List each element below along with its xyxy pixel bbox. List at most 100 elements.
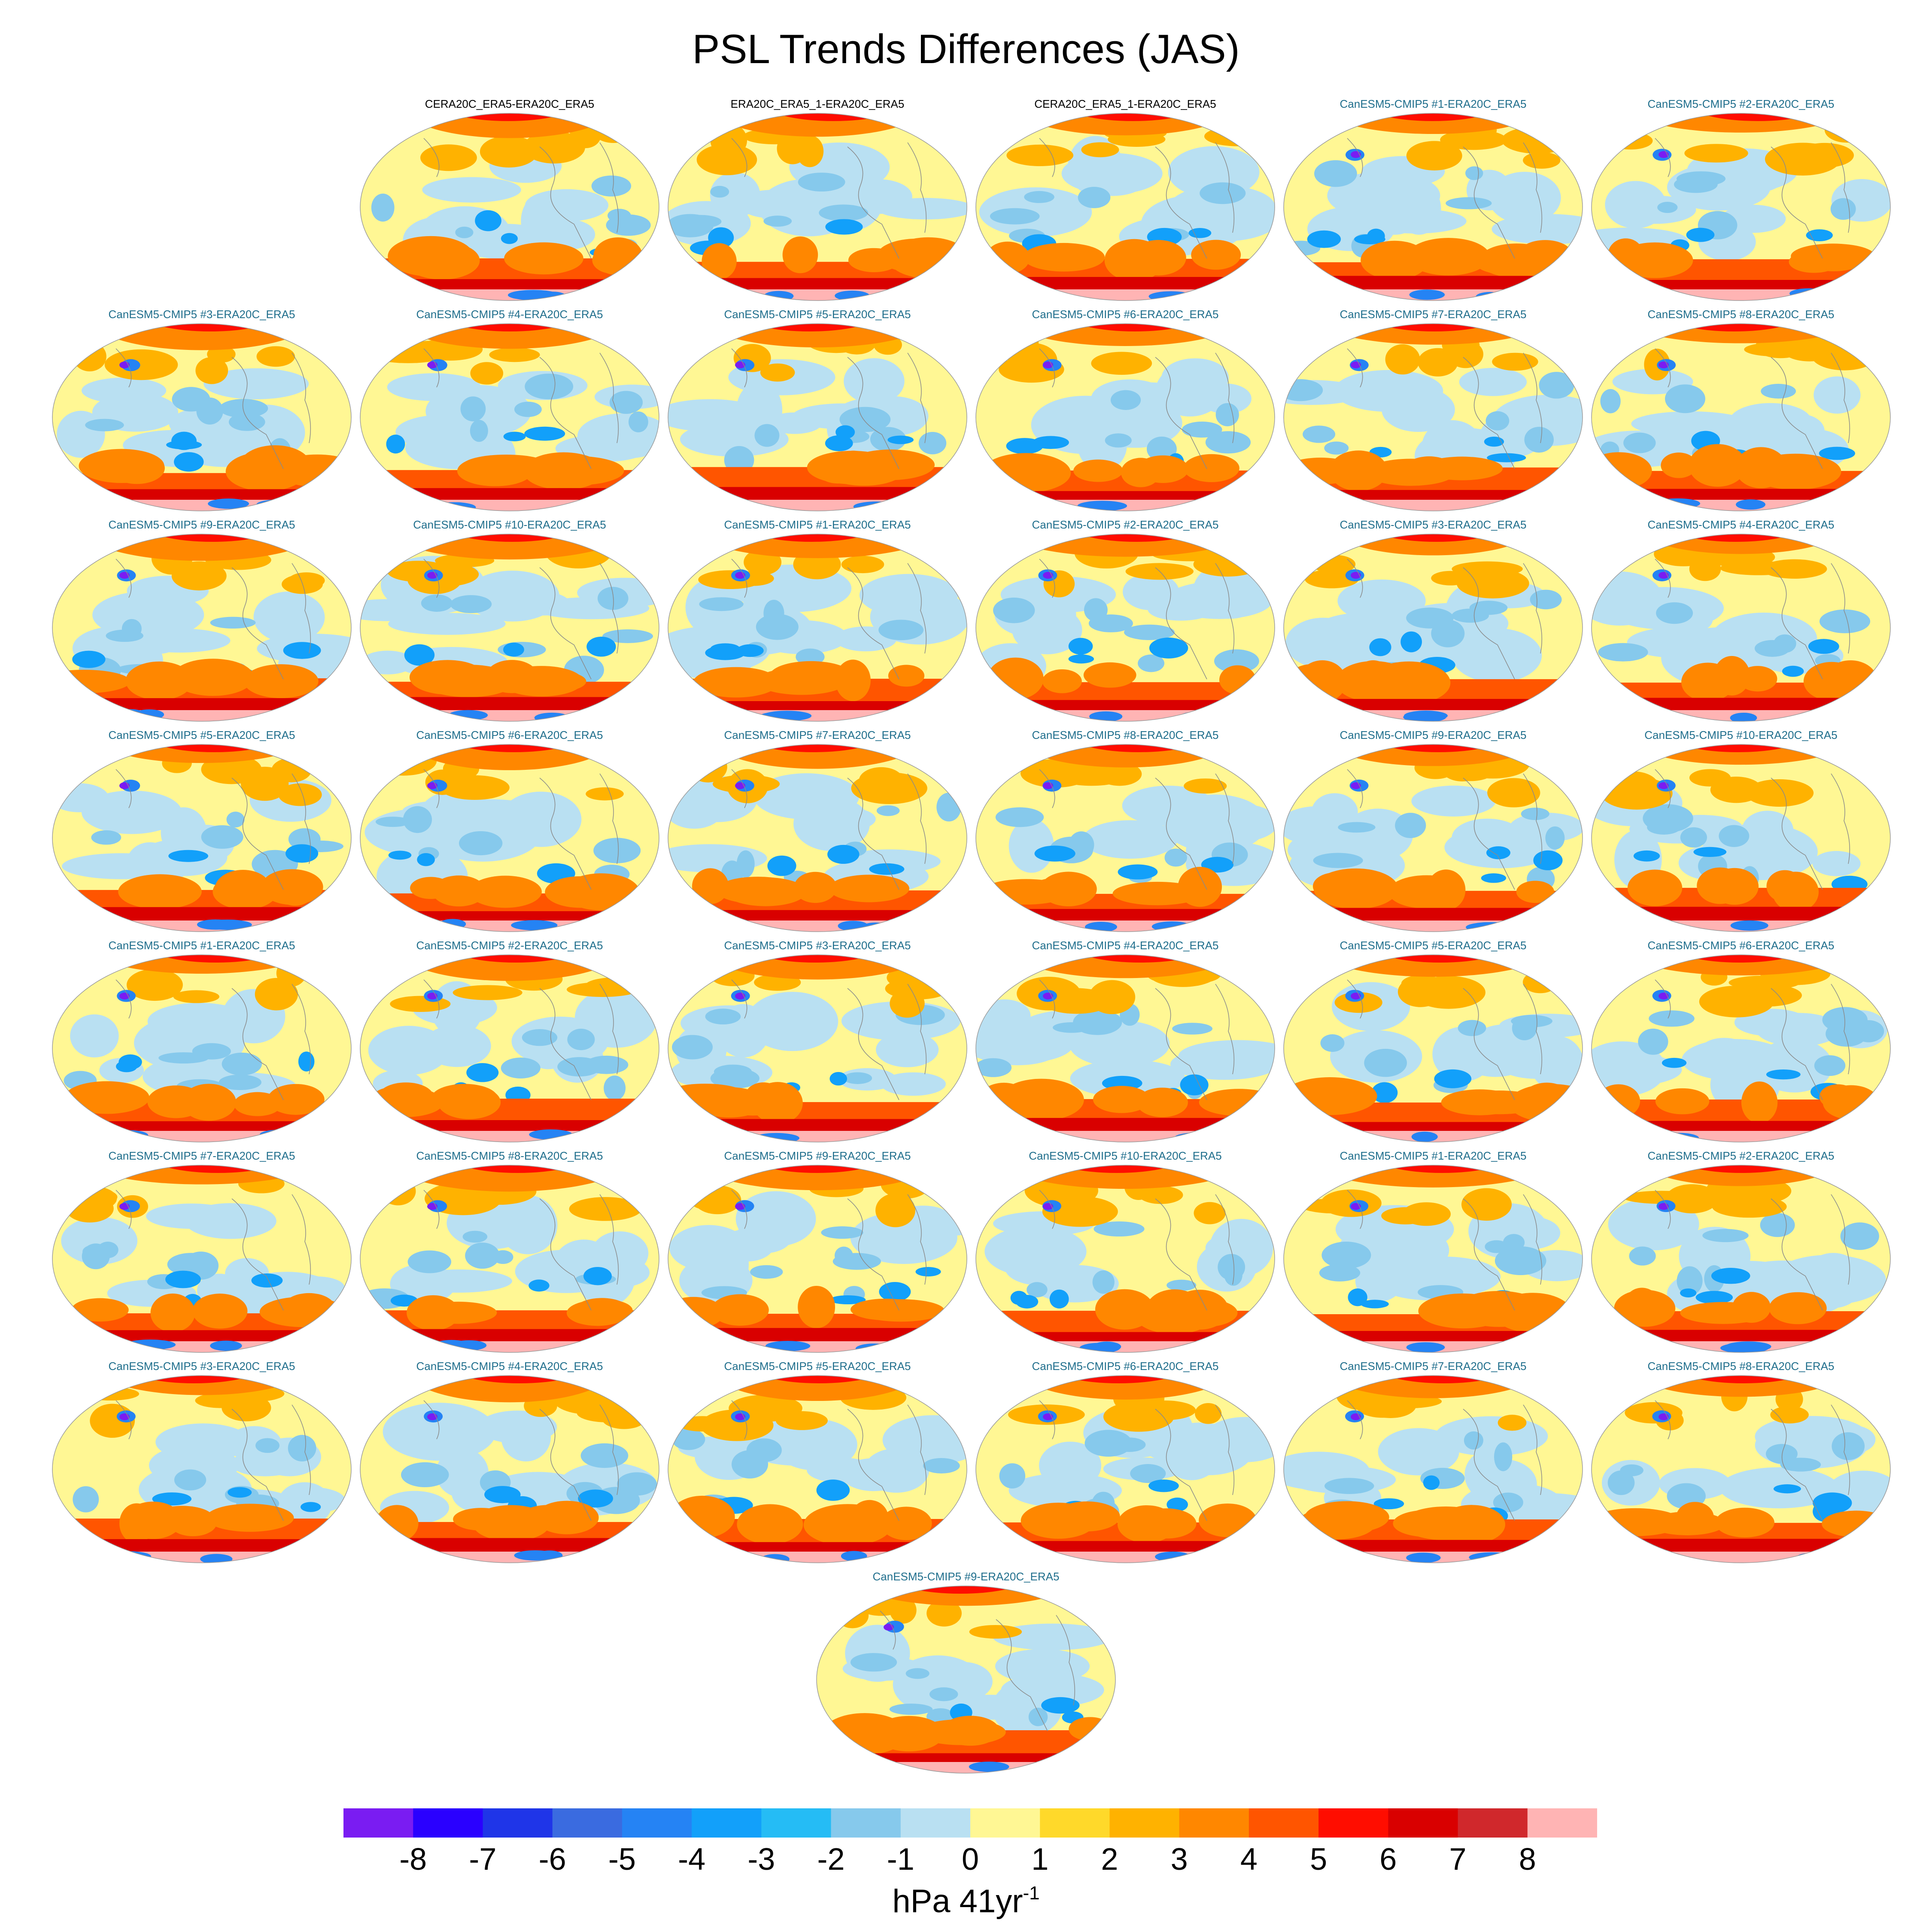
positive-anomaly (1316, 324, 1550, 345)
panel-title: CanESM5-CMIP5 #1-ERA20C_ERA5 (1340, 1149, 1527, 1162)
positive-anomaly (1023, 243, 1105, 272)
negative-anomaly (404, 644, 435, 666)
negative-anomaly (1371, 1082, 1398, 1103)
negative-anomaly (628, 411, 648, 433)
positive-anomaly (1680, 1302, 1767, 1324)
negative-anomaly (887, 435, 914, 444)
negative-anomaly (1721, 204, 1786, 233)
negative-anomaly (1702, 1229, 1749, 1242)
positive-anomaly (1824, 117, 1869, 143)
negative-anomaly (1680, 1288, 1697, 1297)
negative-anomaly (1373, 1498, 1404, 1510)
global-map (1591, 534, 1891, 722)
positive-anomaly (1418, 348, 1458, 377)
panel-title: CanESM5-CMIP5 #7-ERA20C_ERA5 (1340, 1360, 1527, 1373)
negative-anomaly (879, 1282, 911, 1302)
colorbar-tick-label: -6 (538, 1842, 566, 1877)
map-panel: CanESM5-CMIP5 #2-ERA20C_ERA5 (359, 937, 660, 1147)
negative-anomaly (995, 807, 1044, 827)
positive-anomaly (668, 1131, 967, 1142)
negative-anomaly (1027, 1764, 1066, 1773)
map-outline (52, 323, 352, 511)
positive-anomaly (704, 955, 931, 980)
positive-anomaly (367, 1087, 444, 1117)
positive-anomaly (1609, 771, 1660, 806)
positive-anomaly (195, 357, 228, 384)
negative-anomaly (1166, 1498, 1188, 1512)
positive-anomaly (118, 874, 202, 909)
negative-anomaly (1200, 182, 1246, 204)
map-outline (1591, 744, 1891, 932)
negative-anomaly (501, 1413, 551, 1462)
positive-anomaly (1689, 444, 1747, 487)
negative-anomaly (155, 1423, 251, 1461)
positive-anomaly (150, 1293, 195, 1332)
negative-anomaly (850, 1653, 897, 1672)
positive-anomaly (760, 363, 795, 382)
map-outline (975, 954, 1275, 1142)
positive-anomaly (375, 1505, 419, 1542)
coastline (731, 559, 927, 680)
negative-anomaly (422, 177, 521, 203)
positive-anomaly (1204, 126, 1272, 146)
negative-anomaly (1369, 638, 1391, 656)
negative-anomaly (1017, 1131, 1064, 1142)
panel-title: CanESM5-CMIP5 #6-ERA20C_ERA5 (416, 729, 603, 741)
positive-anomaly (1625, 1402, 1683, 1424)
negative-anomaly (1649, 1010, 1695, 1027)
negative-anomaly (1756, 1013, 1841, 1046)
negative-anomaly (1458, 1020, 1486, 1036)
negative-anomaly (1089, 711, 1123, 721)
panel-title: CanESM5-CMIP5 #3-ERA20C_ERA5 (108, 308, 295, 321)
negative-anomaly (1387, 1256, 1501, 1297)
negative-anomaly (1765, 1444, 1798, 1464)
positive-anomaly (976, 920, 1275, 932)
negative-anomaly (1084, 598, 1108, 622)
negative-anomaly (586, 1130, 614, 1141)
negative-anomaly (1434, 1069, 1472, 1088)
map-panel: CanESM5-CMIP5 #1-ERA20C_ERA5 (1283, 95, 1583, 306)
negative-anomaly (228, 1487, 252, 1498)
positive-anomaly (1130, 240, 1186, 276)
colorbar-swatch (831, 1808, 901, 1838)
negative-anomaly (1164, 848, 1187, 867)
negative-anomaly (1214, 649, 1259, 673)
positive-anomaly (100, 1376, 303, 1395)
positive-anomaly (693, 667, 779, 698)
map-outline (1283, 1375, 1583, 1563)
negative-anomaly (1501, 1342, 1545, 1352)
positive-anomaly (798, 1285, 835, 1328)
positive-anomaly (696, 1165, 939, 1191)
global-map (1283, 744, 1583, 932)
positive-anomaly (890, 989, 925, 1018)
negative-anomaly (1122, 785, 1215, 826)
map-outline (360, 323, 659, 511)
positive-anomaly (173, 990, 219, 1003)
negative-anomaly (286, 844, 319, 863)
panel-title: CanESM5-CMIP5 #10-ERA20C_ERA5 (1029, 1149, 1222, 1162)
negative-anomaly (1078, 187, 1111, 208)
positive-anomaly (976, 289, 1275, 301)
positive-anomaly (1195, 1403, 1222, 1424)
negative-anomaly (450, 595, 492, 614)
negative-anomaly (1615, 195, 1696, 224)
negative-anomaly (724, 446, 754, 474)
negative-anomaly (1530, 589, 1562, 610)
negative-anomaly (1533, 850, 1563, 871)
panel-title: CanESM5-CMIP5 #9-ERA20C_ERA5 (108, 518, 295, 531)
positive-anomaly (282, 574, 323, 594)
negative-anomaly (439, 919, 466, 930)
coastline (1655, 348, 1850, 469)
negative-anomaly (1600, 389, 1621, 413)
map-panel: CanESM5-CMIP5 #10-ERA20C_ERA5 (975, 1147, 1276, 1358)
panel-title: CanESM5-CMIP5 #6-ERA20C_ERA5 (1647, 939, 1835, 952)
positive-anomaly (1001, 534, 1249, 557)
negative-anomaly (763, 291, 794, 301)
negative-anomaly (298, 1051, 315, 1072)
map-panel: CanESM5-CMIP5 #1-ERA20C_ERA5 (52, 937, 352, 1147)
global-map (975, 954, 1275, 1142)
positive-anomaly (592, 246, 635, 274)
map-outline (1591, 1165, 1891, 1353)
negative-anomaly (1761, 383, 1796, 399)
negative-anomaly (1151, 921, 1192, 932)
